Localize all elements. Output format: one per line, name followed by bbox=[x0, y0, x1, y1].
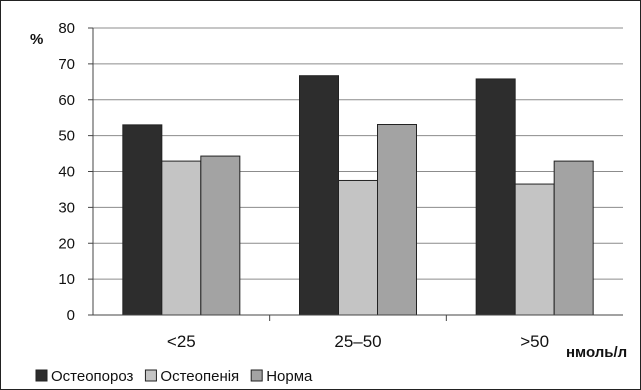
bar bbox=[553, 160, 594, 316]
x-axis-unit-label: нмоль/л bbox=[566, 344, 627, 361]
bar bbox=[514, 183, 555, 316]
y-tick-label: 30 bbox=[58, 199, 75, 216]
legend-swatch bbox=[250, 369, 263, 382]
legend-label: Остеопенія bbox=[160, 368, 239, 385]
bar bbox=[475, 78, 516, 316]
y-tick-labels: 0 10 20 30 40 50 60 70 80 bbox=[58, 20, 93, 324]
bar bbox=[200, 155, 241, 316]
bar bbox=[377, 124, 417, 316]
y-tick-label: 70 bbox=[58, 56, 75, 73]
legend-swatch bbox=[35, 369, 48, 382]
x-tick-labels: <25 25–50 >50 bbox=[167, 315, 549, 351]
y-tick-label: 50 bbox=[58, 128, 75, 145]
bar bbox=[161, 160, 202, 316]
x-tick-label: <25 bbox=[167, 332, 196, 351]
x-tick-label: >50 bbox=[520, 332, 549, 351]
legend-label: Норма bbox=[266, 368, 313, 385]
y-tick-label: 80 bbox=[58, 20, 75, 37]
legend: Остеопороз Остеопенія Норма bbox=[35, 368, 313, 385]
y-axis-label: % bbox=[30, 31, 43, 48]
bar bbox=[299, 75, 339, 316]
bar bbox=[338, 179, 378, 316]
x-tick-label: 25–50 bbox=[334, 332, 381, 351]
bars bbox=[122, 75, 594, 316]
y-tick-label: 40 bbox=[58, 164, 75, 181]
legend-label: Остеопороз bbox=[51, 368, 134, 385]
y-tick-label: 20 bbox=[58, 235, 75, 252]
y-tick-label: 0 bbox=[67, 307, 75, 324]
legend-swatch bbox=[144, 369, 157, 382]
bar bbox=[122, 124, 163, 316]
y-tick-label: 60 bbox=[58, 92, 75, 109]
y-tick-label: 10 bbox=[58, 271, 75, 288]
